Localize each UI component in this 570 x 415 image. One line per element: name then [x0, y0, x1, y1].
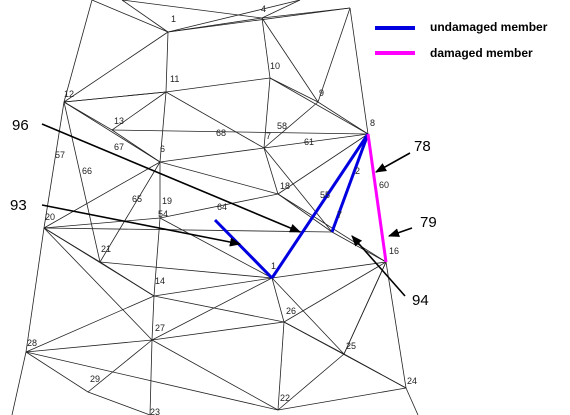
node-label: 8 — [370, 118, 375, 128]
legend-label: undamaged member — [430, 20, 548, 34]
member — [152, 340, 278, 410]
callout-label: 78 — [414, 138, 431, 155]
node-label: 28 — [27, 338, 37, 348]
callout-label: 93 — [10, 197, 27, 214]
node-label: 7 — [266, 131, 271, 141]
node-label: 22 — [280, 393, 290, 403]
node-label: 58 — [277, 121, 287, 131]
node-label: 57 — [55, 150, 65, 160]
member — [64, 92, 166, 102]
node-label: 6 — [160, 144, 165, 154]
member — [166, 78, 270, 92]
node-label: 4 — [261, 4, 266, 14]
member — [88, 340, 152, 392]
node-label: 65 — [132, 194, 142, 204]
node-label: 16 — [389, 246, 399, 256]
callout-label: 79 — [420, 214, 437, 231]
member — [26, 296, 154, 352]
node-label: 20 — [45, 212, 55, 222]
member — [350, 8, 368, 134]
member — [168, 8, 350, 32]
member — [26, 228, 44, 352]
node-label: 24 — [407, 376, 417, 386]
node-label: 27 — [155, 323, 165, 333]
arrow — [42, 205, 240, 244]
member — [26, 340, 152, 352]
truss-members — [12, 0, 418, 415]
arrow — [376, 153, 410, 172]
node-label: 7 — [337, 210, 342, 220]
member — [270, 78, 318, 102]
undamaged-member — [215, 220, 272, 278]
node-label: 1 — [171, 14, 176, 24]
member — [284, 322, 406, 388]
member — [122, 0, 262, 18]
member — [166, 32, 168, 92]
node-label: 54 — [158, 209, 168, 219]
node-label: 64 — [217, 202, 227, 212]
member — [332, 232, 386, 262]
node-label: 13 — [114, 116, 124, 126]
member — [160, 162, 278, 194]
callout-label: 96 — [12, 117, 29, 134]
member — [26, 352, 278, 410]
member — [284, 262, 386, 322]
member — [44, 218, 160, 228]
node-label: 19 — [162, 196, 172, 206]
member — [386, 262, 406, 388]
member — [64, 102, 100, 262]
member — [166, 92, 264, 148]
member — [12, 352, 26, 415]
damaged-member — [368, 134, 386, 262]
node-label: 12 — [64, 89, 74, 99]
node-label: 67 — [114, 142, 124, 152]
member — [152, 322, 284, 340]
arrow — [389, 228, 412, 236]
member — [262, 18, 270, 78]
legend-label: damaged member — [430, 46, 533, 60]
node-label: 9 — [319, 88, 324, 98]
member — [44, 228, 154, 296]
node-label: 14 — [155, 276, 165, 286]
member — [318, 102, 368, 134]
member — [154, 296, 284, 322]
node-label: 29 — [90, 374, 100, 384]
node-label: 25 — [346, 341, 356, 351]
member — [264, 148, 278, 194]
node-label: 60 — [379, 180, 389, 190]
member — [64, 0, 92, 102]
member — [88, 392, 150, 415]
member — [406, 388, 418, 415]
highlighted-members — [215, 134, 386, 278]
member — [272, 262, 386, 278]
node-label: 1 — [271, 261, 276, 271]
member — [160, 148, 264, 162]
member — [264, 134, 368, 148]
node-label: 2 — [355, 166, 360, 176]
node-label: 23 — [150, 407, 160, 415]
node-label: 26 — [286, 306, 296, 316]
member — [44, 228, 332, 232]
node-label: 11 — [170, 74, 179, 84]
node-label: 68 — [216, 128, 226, 138]
node-label: 18 — [280, 181, 290, 191]
node-label: 10 — [270, 61, 280, 71]
member — [26, 352, 88, 392]
member — [44, 162, 160, 228]
member — [278, 134, 368, 194]
member — [152, 296, 154, 340]
member — [44, 228, 152, 340]
node-label: 21 — [101, 244, 111, 254]
node-label: 55 — [320, 190, 330, 200]
member — [64, 32, 168, 102]
member — [278, 388, 406, 410]
callout-label: 94 — [412, 292, 429, 309]
undamaged-member — [272, 134, 368, 278]
truss-diagram: undamaged member damaged member 14111091… — [0, 0, 570, 415]
member — [112, 130, 368, 134]
node-label: 66 — [82, 166, 92, 176]
node-label: 61 — [304, 137, 314, 147]
member — [150, 340, 152, 415]
